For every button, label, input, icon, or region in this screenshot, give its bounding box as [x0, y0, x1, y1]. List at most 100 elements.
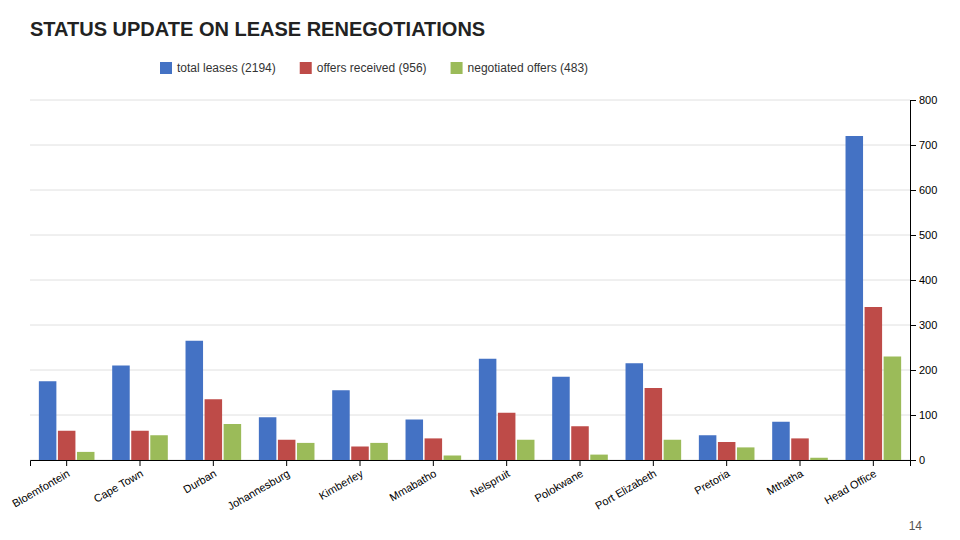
y-tick: 300 — [910, 319, 937, 331]
x-tick: Mmabatho — [387, 460, 438, 503]
tick-label: Mthatha — [765, 467, 806, 498]
legend-swatch — [160, 62, 172, 74]
bars — [39, 136, 901, 460]
x-tick: Johannesburg — [225, 460, 291, 512]
tick-mark — [360, 460, 361, 466]
tick-label: 300 — [919, 319, 937, 331]
tick-mark — [653, 460, 654, 466]
tick-mark — [66, 460, 67, 466]
x-tick: Bloemfontein — [10, 460, 72, 510]
tick-label: Durban — [181, 467, 218, 495]
bar — [150, 435, 168, 460]
tick-mark — [910, 190, 916, 191]
bar — [224, 424, 242, 460]
axis-line — [911, 101, 917, 461]
bar — [846, 136, 864, 460]
tick-label: 100 — [919, 409, 937, 421]
x-tick: Polokwane — [532, 460, 585, 504]
bar — [498, 413, 516, 460]
tick-label: 200 — [919, 364, 937, 376]
tick-label: 600 — [919, 184, 937, 196]
tick-label: Polokwane — [532, 467, 585, 504]
x-tick: Port Elizabeth — [593, 460, 658, 512]
legend-item: total leases (2194) — [160, 61, 276, 75]
grid-line — [30, 190, 910, 191]
grid-line — [30, 100, 910, 101]
tick-mark — [910, 325, 916, 326]
bar-series — [39, 136, 863, 460]
bar — [259, 417, 277, 460]
bar — [479, 359, 497, 460]
bar — [186, 341, 204, 460]
bar — [112, 366, 130, 461]
bar — [425, 438, 443, 460]
bar — [444, 456, 462, 461]
grid — [30, 100, 910, 460]
tick-label: Bloemfontein — [10, 467, 72, 510]
plot: 0100200300400500600700800BloemfonteinCap… — [10, 94, 937, 512]
y-tick: 0 — [910, 454, 925, 466]
bar — [791, 438, 809, 460]
tick-label: 400 — [919, 274, 937, 286]
tick-label: 0 — [919, 454, 925, 466]
axis-line — [31, 461, 911, 467]
bar — [131, 431, 149, 460]
bar — [297, 443, 315, 460]
bar — [406, 420, 424, 461]
y-axis: 0100200300400500600700800 — [910, 94, 937, 466]
grid-line — [30, 280, 910, 281]
y-tick: 100 — [910, 409, 937, 421]
tick-label: Mmabatho — [387, 467, 438, 503]
bar — [58, 431, 76, 460]
tick-mark — [433, 460, 434, 466]
tick-mark — [140, 460, 141, 466]
x-tick: Kimberley — [317, 460, 366, 502]
x-tick: Cape Town — [91, 460, 144, 505]
tick-mark — [910, 280, 916, 281]
y-tick: 800 — [910, 94, 937, 106]
y-tick: 600 — [910, 184, 937, 196]
bar-series — [58, 307, 882, 460]
grid-line — [30, 415, 910, 416]
y-tick: 200 — [910, 364, 937, 376]
x-tick: Mthatha — [765, 460, 806, 497]
bar — [278, 440, 296, 460]
tick-mark — [910, 415, 916, 416]
bar — [664, 440, 682, 460]
y-tick: 500 — [910, 229, 937, 241]
bar — [552, 377, 570, 460]
y-tick: 400 — [910, 274, 937, 286]
bar — [205, 399, 223, 460]
grid-line — [30, 235, 910, 236]
x-tick: Head Office — [822, 460, 878, 506]
x-tick: Nelspruit — [468, 460, 512, 499]
title: STATUS UPDATE ON LEASE RENEGOTIATIONS — [30, 18, 485, 40]
tick-mark — [910, 100, 916, 101]
tick-label: Nelspruit — [468, 467, 512, 499]
tick-mark — [286, 460, 287, 466]
annotation: 14 — [909, 519, 923, 533]
bar — [737, 447, 755, 460]
tick-label: Head Office — [822, 467, 878, 506]
tick-label: Port Elizabeth — [593, 467, 658, 512]
tick-label: 500 — [919, 229, 937, 241]
bar-series — [77, 357, 901, 461]
x-tick: Durban — [181, 460, 218, 495]
bar — [351, 447, 369, 461]
bar — [77, 452, 95, 460]
tick-mark — [910, 235, 916, 236]
bar — [645, 388, 663, 460]
x-tick: Pretoria — [692, 460, 732, 497]
tick-mark — [580, 460, 581, 466]
bar — [626, 363, 644, 460]
bar — [332, 390, 350, 460]
bar — [810, 458, 828, 460]
bar — [39, 381, 57, 460]
tick-label: Johannesburg — [225, 467, 291, 512]
legend: total leases (2194)offers received (956)… — [160, 61, 588, 75]
chart: STATUS UPDATE ON LEASE RENEGOTIATIONS 0 10… — [0, 0, 960, 540]
bar — [884, 357, 902, 461]
bar — [517, 440, 535, 460]
tick-mark — [800, 460, 801, 466]
legend-swatch — [451, 62, 463, 74]
